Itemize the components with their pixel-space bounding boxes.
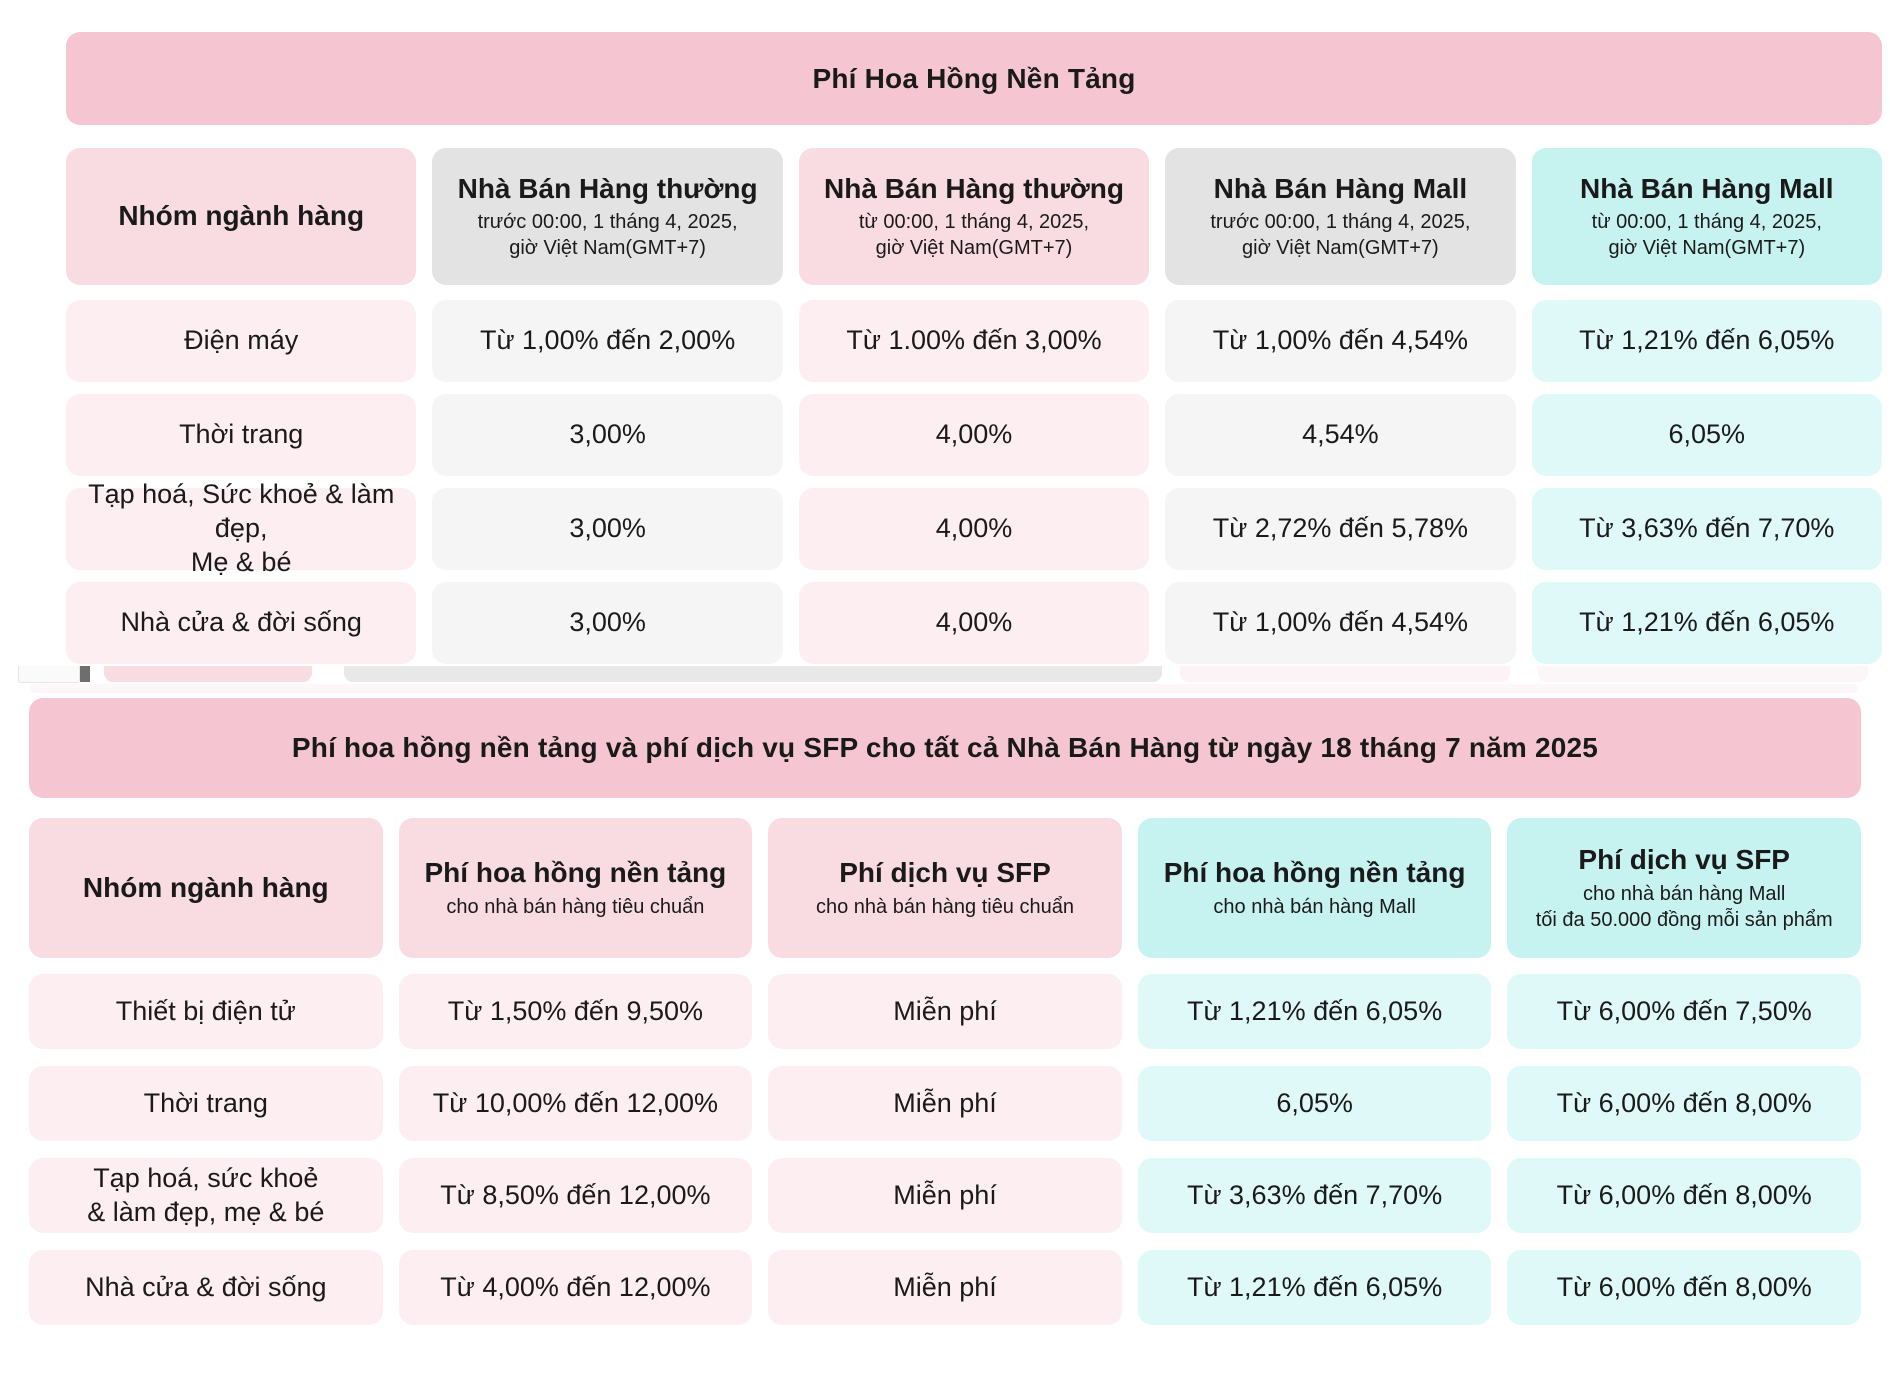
value-cell: 6,05% [1137, 1066, 1492, 1141]
value-cell: Từ 6,00% đến 8,00% [1507, 1066, 1861, 1141]
partial-row-stub [1180, 666, 1510, 682]
value-cell: 4,00% [798, 394, 1150, 476]
table-row: Nhà cửa & đời sống Từ 4,00% đến 12,00% M… [29, 1250, 1861, 1325]
header-subtext: từ 00:00, 1 tháng 4, 2025, giờ Việt Nam(… [1591, 211, 1822, 260]
header-cell-mall-before: Nhà Bán Hàng Mall trước 00:00, 1 tháng 4… [1165, 148, 1516, 285]
header-cell-standard-before: Nhà Bán Hàng thường trước 00:00, 1 tháng… [432, 148, 783, 285]
value-cell: Miễn phí [768, 1250, 1122, 1325]
header-cell-mall-after: Nhà Bán Hàng Mall từ 00:00, 1 tháng 4, 2… [1531, 148, 1882, 285]
category-cell: Tạp hoá, sức khoẻ & làm đẹp, mẹ & bé [29, 1158, 383, 1233]
header-subtext: cho nhà bán hàng tiêu chuẩn [815, 895, 1074, 918]
header-subtext: từ 00:00, 1 tháng 4, 2025, giờ Việt Nam(… [858, 211, 1090, 260]
table-header-row: Nhóm ngành hàng Nhà Bán Hàng thường trướ… [66, 148, 1882, 285]
header-subtext: cho nhà bán hàng Mall tối đa 50.000 đồng… [1535, 882, 1833, 931]
value-cell: 3,00% [432, 582, 783, 664]
value-cell: Từ 8,50% đến 12,00% [398, 1158, 753, 1233]
value-cell: Từ 3,63% đến 7,70% [1137, 1158, 1492, 1233]
value-cell: 4,00% [798, 488, 1150, 570]
value-cell: 3,00% [432, 394, 783, 476]
value-cell: Từ 6,00% đến 8,00% [1507, 1158, 1861, 1233]
partial-row-stub [344, 666, 1162, 682]
table-row: Thời trang Từ 10,00% đến 12,00% Miễn phí… [29, 1066, 1861, 1141]
header-label: Nhà Bán Hàng thường [457, 172, 758, 204]
partial-row-stub [30, 684, 1858, 693]
header-label: Nhóm ngành hàng [118, 200, 365, 232]
table-body: Điện máy Từ 1,00% đến 2,00% Từ 1.00% đến… [66, 300, 1882, 664]
header-label: Phí dịch vụ SFP [1578, 844, 1790, 876]
table-title: Phí Hoa Hồng Nền Tảng [812, 62, 1136, 94]
table-body: Thiết bị điện tử Từ 1,50% đến 9,50% Miễn… [29, 974, 1861, 1325]
partial-row-stub [18, 666, 80, 683]
header-cell-commission-mall: Phí hoa hồng nền tảng cho nhà bán hàng M… [1137, 818, 1492, 958]
value-cell: Từ 6,00% đến 7,50% [1507, 974, 1861, 1049]
value-cell: 6,05% [1531, 394, 1882, 476]
value-cell: Từ 1,00% đến 4,54% [1165, 300, 1516, 382]
value-cell: Miễn phí [768, 1158, 1122, 1233]
screenshot-seam [0, 664, 1890, 698]
header-label: Nhóm ngành hàng [82, 871, 329, 903]
value-cell: 4,00% [798, 582, 1150, 664]
header-label: Phí dịch vụ SFP [839, 857, 1051, 889]
partial-row-stub [80, 666, 90, 682]
value-cell: 4,54% [1165, 394, 1516, 476]
table-header-row: Nhóm ngành hàng Phí hoa hồng nền tảng ch… [29, 818, 1861, 958]
category-cell: Nhà cửa & đời sống [66, 582, 417, 664]
partial-row-stub [104, 666, 312, 682]
platform-commission-table-section: Phí Hoa Hồng Nền Tảng Nhóm ngành hàng Nh… [66, 32, 1882, 664]
category-cell: Nhà cửa & đời sống [29, 1250, 383, 1325]
value-cell: Từ 1,21% đến 6,05% [1137, 1250, 1492, 1325]
header-cell-category: Nhóm ngành hàng [29, 818, 383, 958]
header-subtext: trước 00:00, 1 tháng 4, 2025, giờ Việt N… [1210, 211, 1471, 260]
value-cell: Từ 1,21% đến 6,05% [1531, 300, 1882, 382]
value-cell: Từ 1,00% đến 2,00% [432, 300, 783, 382]
value-cell: Từ 1,50% đến 9,50% [398, 974, 753, 1049]
value-cell: Từ 10,00% đến 12,00% [398, 1066, 753, 1141]
value-cell: Miễn phí [768, 974, 1122, 1049]
header-label: Nhà Bán Hàng Mall [1579, 172, 1834, 204]
category-cell: Điện máy [66, 300, 417, 382]
header-cell-commission-standard: Phí hoa hồng nền tảng cho nhà bán hàng t… [398, 818, 753, 958]
value-cell: Từ 1,00% đến 4,54% [1165, 582, 1516, 664]
value-cell: Từ 1.00% đến 3,00% [798, 300, 1150, 382]
table-row: Thiết bị điện tử Từ 1,50% đến 9,50% Miễn… [29, 974, 1861, 1049]
header-subtext: cho nhà bán hàng Mall [1213, 895, 1416, 918]
header-cell-sfp-standard: Phí dịch vụ SFP cho nhà bán hàng tiêu ch… [768, 818, 1122, 958]
category-cell: Thiết bị điện tử [29, 974, 383, 1049]
table-title: Phí hoa hồng nền tảng và phí dịch vụ SFP… [291, 732, 1599, 763]
header-label: Nhà Bán Hàng Mall [1213, 172, 1468, 204]
value-cell: Từ 6,00% đến 8,00% [1507, 1250, 1861, 1325]
value-cell: Từ 4,00% đến 12,00% [398, 1250, 753, 1325]
fee-tables-page: { "colors": { "banner-pink": "#f5c6d1", … [0, 32, 1890, 1381]
category-cell: Tạp hoá, Sức khoẻ & làm đẹp, Mẹ & bé [66, 479, 417, 577]
commission-and-sfp-table-section: Phí hoa hồng nền tảng và phí dịch vụ SFP… [29, 698, 1861, 1325]
table-row: Tạp hoá, sức khoẻ & làm đẹp, mẹ & bé Từ … [29, 1158, 1861, 1233]
header-cell-standard-after: Nhà Bán Hàng thường từ 00:00, 1 tháng 4,… [798, 148, 1150, 285]
header-label: Phí hoa hồng nền tảng [1163, 857, 1466, 889]
table-row: Nhà cửa & đời sống 3,00% 4,00% Từ 1,00% … [66, 582, 1882, 664]
value-cell: 3,00% [432, 488, 783, 570]
value-cell: Miễn phí [768, 1066, 1122, 1141]
header-cell-category: Nhóm ngành hàng [66, 148, 417, 285]
header-subtext: cho nhà bán hàng tiêu chuẩn [446, 895, 705, 918]
value-cell: Từ 2,72% đến 5,78% [1165, 488, 1516, 570]
category-cell: Thời trang [66, 394, 417, 476]
table-row: Thời trang 3,00% 4,00% 4,54% 6,05% [66, 394, 1882, 476]
header-cell-sfp-mall: Phí dịch vụ SFP cho nhà bán hàng Mall tố… [1507, 818, 1861, 958]
value-cell: Từ 1,21% đến 6,05% [1137, 974, 1492, 1049]
table-title-banner: Phí hoa hồng nền tảng và phí dịch vụ SFP… [29, 698, 1861, 798]
value-cell: Từ 3,63% đến 7,70% [1531, 488, 1882, 570]
header-label: Nhà Bán Hàng thường [824, 172, 1124, 204]
header-subtext: trước 00:00, 1 tháng 4, 2025, giờ Việt N… [477, 211, 738, 260]
table-row: Điện máy Từ 1,00% đến 2,00% Từ 1.00% đến… [66, 300, 1882, 382]
category-cell: Thời trang [29, 1066, 383, 1141]
partial-row-stub [1538, 666, 1868, 682]
table-row: Tạp hoá, Sức khoẻ & làm đẹp, Mẹ & bé 3,0… [66, 479, 1882, 577]
header-label: Phí hoa hồng nền tảng [424, 857, 727, 889]
value-cell: Từ 1,21% đến 6,05% [1531, 582, 1882, 664]
table-title-banner: Phí Hoa Hồng Nền Tảng [66, 32, 1882, 125]
